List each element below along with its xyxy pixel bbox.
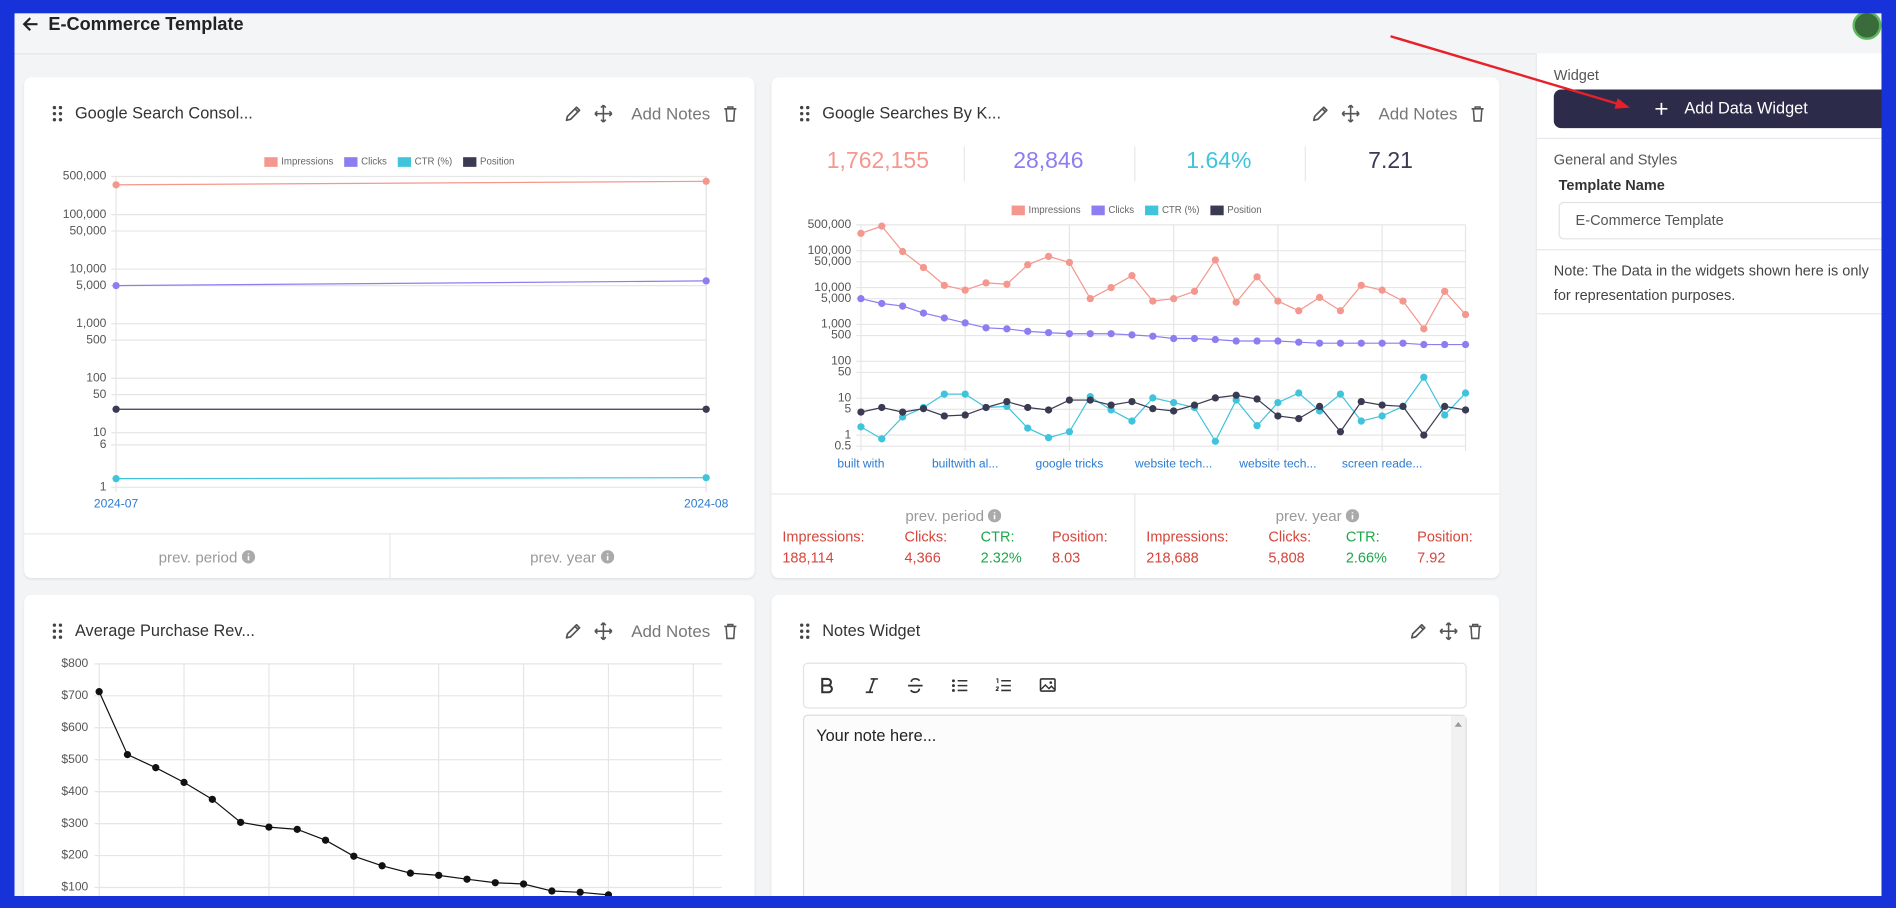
- stat-value: 28,846: [1013, 148, 1084, 175]
- metric-label: Position:: [1417, 528, 1473, 546]
- divider: [963, 146, 965, 182]
- frame: [0, 0, 1896, 14]
- note-editor[interactable]: Your note here...: [802, 714, 1467, 908]
- period-label: prev. period: [905, 507, 985, 525]
- editor-toolbar: [802, 662, 1467, 709]
- footer-tab[interactable]: prev. year: [389, 549, 754, 566]
- plus-icon: [1655, 102, 1668, 115]
- info-icon: [600, 549, 614, 566]
- delete-icon[interactable]: [721, 622, 740, 641]
- drag-handle[interactable]: [48, 622, 67, 641]
- metric-label: CTR:: [980, 528, 1015, 546]
- footer-label: prev. year: [530, 548, 597, 566]
- info-icon: [984, 508, 1002, 525]
- widget-card: Average Purchase Rev... Add Notes: [24, 594, 755, 908]
- add-notes[interactable]: Add Notes: [631, 621, 711, 641]
- frame: [1881, 0, 1896, 908]
- widget-title: Google Search Consol...: [74, 103, 253, 123]
- metric-value: 2.66%: [1345, 548, 1387, 566]
- toolbar-button[interactable]: [950, 676, 969, 695]
- widget-card: Notes Widget Your note here...: [771, 594, 1500, 908]
- scroll-arrow[interactable]: [1451, 717, 1466, 732]
- period-label: prev. year: [1275, 507, 1342, 525]
- drag-handle[interactable]: [796, 622, 815, 641]
- footer-tab[interactable]: prev. period: [24, 549, 389, 566]
- add-widget-button[interactable]: Add Data Widget: [1553, 89, 1896, 129]
- stat-value: 1.64%: [1186, 148, 1252, 175]
- toolbar-button[interactable]: [994, 676, 1013, 695]
- metric-label: Clicks:: [904, 528, 948, 546]
- move-icon[interactable]: [594, 104, 613, 123]
- metric-value: 2.32%: [980, 548, 1022, 566]
- drag-handle[interactable]: [796, 104, 815, 123]
- sidebar-section: Widget: [1553, 66, 1599, 84]
- edit-icon[interactable]: [1311, 104, 1330, 123]
- divider: [1536, 313, 1896, 315]
- divider: [1536, 137, 1896, 140]
- footer-label: prev. period: [158, 548, 238, 566]
- stat-value: 1,762,155: [826, 148, 929, 175]
- metric-value: 8.03: [1051, 548, 1081, 566]
- add-notes[interactable]: Add Notes: [1378, 103, 1458, 124]
- widget-card: Google Searches By K... Add Notes 1,762,…: [771, 77, 1500, 578]
- edit-icon[interactable]: [563, 104, 582, 123]
- move-icon[interactable]: [1341, 104, 1360, 123]
- group-title: General and Styles: [1553, 151, 1678, 169]
- move-icon[interactable]: [594, 622, 613, 641]
- metric-label: Impressions:: [1146, 528, 1229, 546]
- info-icon: [1342, 508, 1360, 525]
- comparison-label: prev. period: [771, 508, 1135, 525]
- sidebar: Widget Add Data Widget General and Style…: [1535, 53, 1896, 908]
- metric-value: 5,808: [1268, 548, 1305, 566]
- toolbar-button[interactable]: [906, 676, 925, 695]
- page-title: E-Commerce Template: [48, 14, 244, 36]
- metric-value: 7.92: [1417, 548, 1446, 566]
- metric-value: 218,688: [1146, 548, 1199, 566]
- metric-label: Clicks:: [1268, 528, 1312, 546]
- toolbar-button[interactable]: [1038, 676, 1057, 695]
- edit-icon[interactable]: [563, 622, 582, 641]
- sidebar-note: Note: The Data in the widgets shown here…: [1553, 262, 1869, 304]
- drag-handle[interactable]: [48, 104, 67, 123]
- divider: [1304, 146, 1306, 182]
- scrollbar[interactable]: [1451, 715, 1466, 908]
- divider: [1536, 249, 1896, 251]
- widget-title: Google Searches By K...: [822, 103, 1001, 123]
- delete-icon[interactable]: [1468, 104, 1487, 123]
- toolbar-button[interactable]: [817, 676, 836, 695]
- frame: [0, 896, 1896, 908]
- widget-title: Notes Widget: [822, 621, 921, 640]
- divider: [1134, 493, 1136, 578]
- frame: [0, 0, 15, 908]
- divider: [1133, 146, 1135, 182]
- metric-value: 4,366: [904, 548, 941, 566]
- button-label: Add Data Widget: [1684, 99, 1808, 118]
- back-button[interactable]: [22, 16, 39, 33]
- stat-value: 7.21: [1368, 148, 1413, 175]
- metric-label: Position:: [1051, 528, 1108, 546]
- edit-icon[interactable]: [1409, 622, 1428, 641]
- comparison-label: prev. year: [1135, 508, 1499, 525]
- widget-title: Average Purchase Rev...: [74, 621, 255, 640]
- move-icon[interactable]: [1439, 622, 1458, 641]
- delete-icon[interactable]: [1466, 622, 1485, 641]
- avatar[interactable]: [1852, 10, 1882, 40]
- note-placeholder: Your note here...: [816, 726, 937, 745]
- template-name-input[interactable]: E-Commerce Template: [1558, 201, 1896, 240]
- add-notes[interactable]: Add Notes: [631, 103, 711, 124]
- metric-label: CTR:: [1345, 528, 1380, 546]
- metric-value: 188,114: [782, 548, 834, 566]
- divider: [389, 533, 391, 578]
- toolbar-button[interactable]: [862, 676, 881, 695]
- info-icon: [241, 549, 255, 566]
- delete-icon[interactable]: [721, 104, 740, 123]
- widget-card: Google Search Consol... Add Notes prev. …: [24, 77, 755, 578]
- field-label: Template Name: [1558, 176, 1665, 194]
- metric-label: Impressions:: [782, 528, 865, 546]
